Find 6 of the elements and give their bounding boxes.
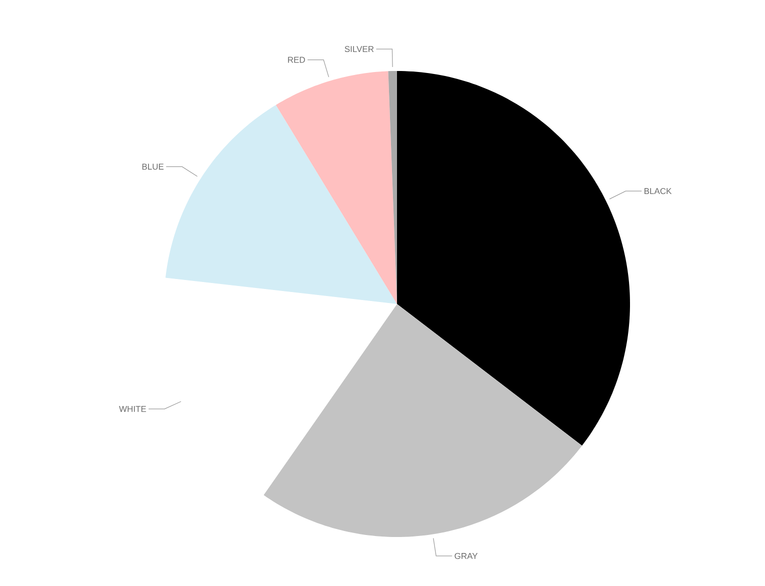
slice-label: BLACK	[644, 188, 672, 194]
slice-label: SILVER	[344, 46, 374, 52]
slice-label: RED	[288, 56, 305, 63]
slice-label: BLUE	[142, 164, 164, 170]
slice-label: GRAY	[454, 552, 478, 559]
slice-label: WHITE	[119, 406, 146, 412]
